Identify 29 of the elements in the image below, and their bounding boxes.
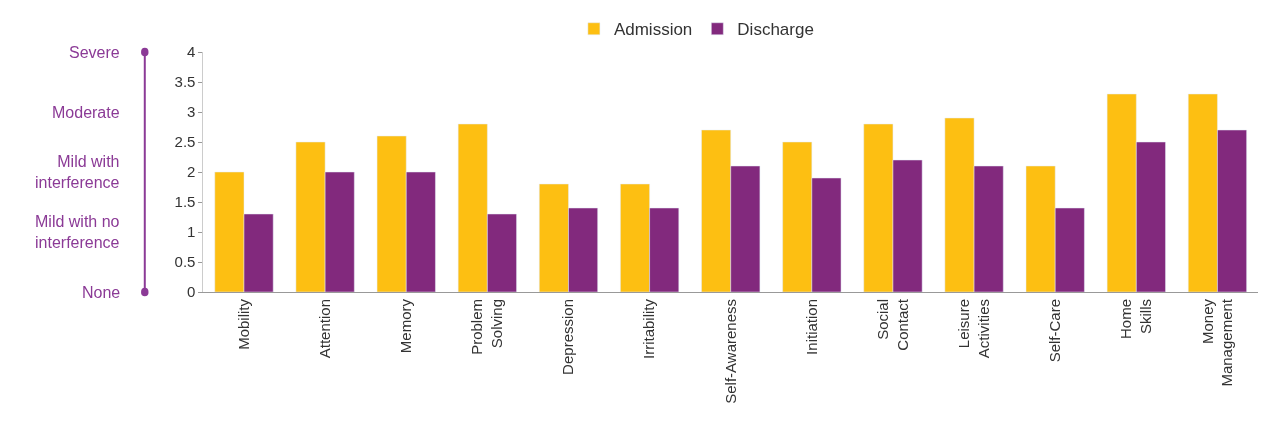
x-tick-label: Irritability [640, 298, 658, 360]
x-tick-label: Money Management [1198, 298, 1236, 387]
y-tick-label: 1.5 [174, 193, 196, 211]
y-tick-label: 2.5 [174, 133, 196, 151]
text: Mild with interference [35, 153, 120, 191]
x-tick-label: Social Contact [874, 298, 911, 351]
x-tick-label: Memory [397, 298, 415, 354]
x-tick-label: Problem Solving [468, 299, 505, 355]
legend-label: Admission [613, 20, 693, 40]
x-tick-label: Leisure Activities [955, 299, 992, 359]
x-tick-label: Home Skills [1117, 299, 1154, 340]
y-tick-label: 1 [187, 223, 196, 241]
legend-label: Discharge [737, 20, 814, 40]
x-tick-label: Attention [315, 299, 333, 359]
text: None [82, 284, 121, 301]
y-tick-label: 0 [187, 283, 196, 301]
x-tick-label: Self-Awareness [721, 299, 739, 404]
text: Severe [69, 44, 120, 61]
text: Moderate [52, 104, 120, 121]
x-tick-label: Mobility [234, 298, 252, 350]
y-tick-label: 4 [187, 43, 196, 61]
y-tick-label: 3.5 [174, 73, 196, 91]
y-tick-label: 0.5 [174, 253, 196, 271]
text: Mild with no interference [35, 213, 120, 251]
y-tick-label: 2 [187, 163, 196, 181]
x-tick-label: Self-Care [1046, 299, 1064, 363]
y-tick-label: 3 [187, 103, 196, 121]
x-tick-label: Depression [559, 299, 577, 375]
x-tick-label: Initiation [802, 299, 820, 355]
